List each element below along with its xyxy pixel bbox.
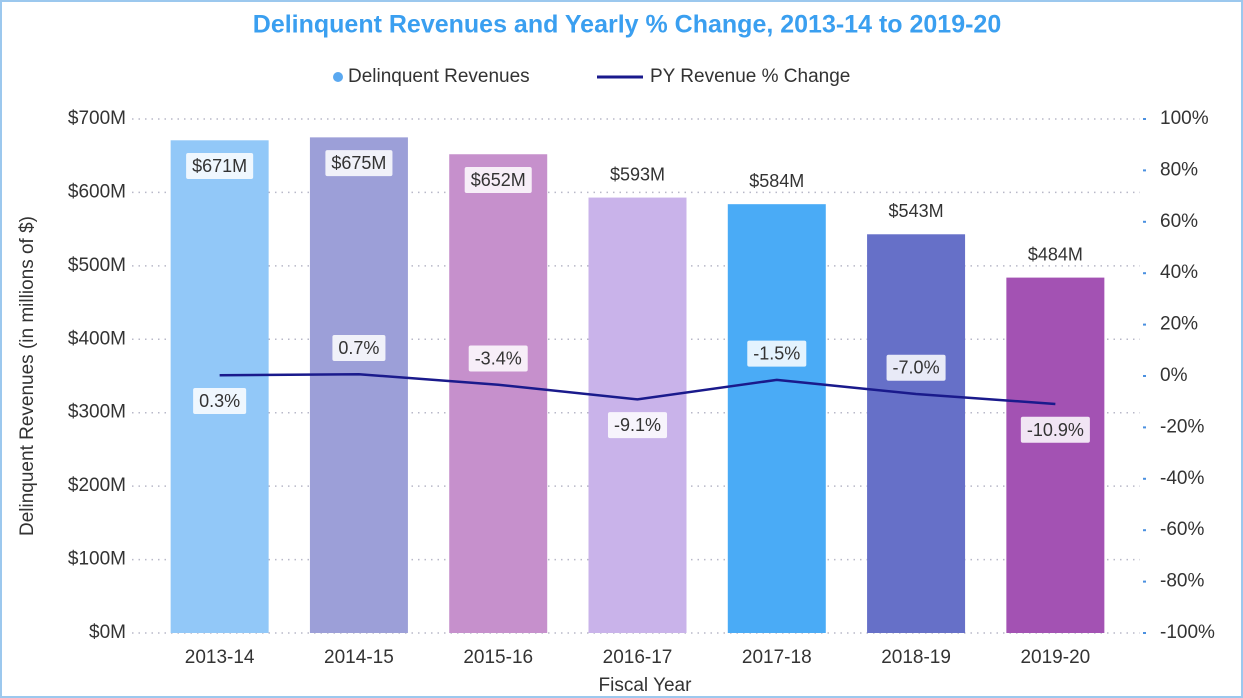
bar xyxy=(449,154,548,633)
x-tick-label: 2016-17 xyxy=(603,647,673,668)
y-tick-label: $300M xyxy=(68,402,126,423)
bar xyxy=(727,204,826,634)
x-tick-label: 2017-18 xyxy=(742,647,812,668)
legend-label: PY Revenue % Change xyxy=(650,66,850,87)
y-tick-label: $500M xyxy=(68,255,126,276)
y-axis-title: Delinquent Revenues (in millions of $) xyxy=(17,216,38,536)
line-label: -1.5% xyxy=(753,344,800,364)
bar xyxy=(309,137,408,633)
line-label-bg xyxy=(332,334,386,361)
line-label-bg xyxy=(1020,416,1090,443)
y2-tick-label: -80% xyxy=(1160,571,1204,592)
line-label-bg xyxy=(193,387,247,414)
line-label: -3.4% xyxy=(475,348,522,368)
y2-tick-label: -20% xyxy=(1160,416,1204,437)
bar-label: $675M xyxy=(331,153,386,173)
line-label: -9.1% xyxy=(614,415,661,435)
bar-label-bg xyxy=(186,153,254,180)
line-label: 0.7% xyxy=(338,338,379,358)
bar xyxy=(170,140,269,633)
bar-label-bg xyxy=(464,166,532,193)
bar-label: $584M xyxy=(749,171,804,191)
line-label-bg xyxy=(747,340,807,367)
line xyxy=(219,372,1056,406)
x-tick-label: 2015-16 xyxy=(463,647,533,668)
chart-title: Delinquent Revenues and Yearly % Change,… xyxy=(253,11,1001,39)
bar xyxy=(1006,277,1105,633)
y-tick-label: $100M xyxy=(68,549,126,570)
y2-tick-label: -40% xyxy=(1160,468,1204,489)
y2-tick-label: 0% xyxy=(1160,365,1188,386)
y2-tick-label: -60% xyxy=(1160,519,1204,540)
y-tick-label: $0M xyxy=(89,622,126,643)
legend-label: Delinquent Revenues xyxy=(348,66,530,87)
x-tick-label: 2019-20 xyxy=(1020,647,1090,668)
line-label: -10.9% xyxy=(1027,420,1084,440)
x-tick-label: 2013-14 xyxy=(185,647,255,668)
y-tick-label: $400M xyxy=(68,328,126,349)
bar xyxy=(867,234,966,634)
x-axis-title: Fiscal Year xyxy=(599,675,693,696)
line-label: -7.0% xyxy=(893,358,940,378)
bar-label: $543M xyxy=(889,201,944,221)
bar-label-bg xyxy=(325,150,393,177)
x-tick-label: 2018-19 xyxy=(881,647,951,668)
bar-label: $593M xyxy=(610,164,665,184)
y2-tick-label: -100% xyxy=(1160,622,1215,643)
y-tick-label: $200M xyxy=(68,475,126,496)
line-label-bg xyxy=(607,412,668,439)
y2-tick-label: 20% xyxy=(1160,314,1198,335)
x-tick-label: 2014-15 xyxy=(324,647,394,668)
y-tick-label: $700M xyxy=(68,108,126,129)
y2-tick-label: 80% xyxy=(1160,159,1198,180)
y2-tick-label: 40% xyxy=(1160,262,1198,283)
line-label: 0.3% xyxy=(199,391,240,411)
y2-tick-label: 60% xyxy=(1160,211,1198,232)
y-tick-label: $600M xyxy=(68,181,126,202)
bar-label: $484M xyxy=(1028,244,1083,264)
legend-marker xyxy=(333,72,343,82)
bar-label: $652M xyxy=(471,170,526,190)
y2-tick-label: 100% xyxy=(1160,108,1209,129)
line-label-bg xyxy=(468,345,528,372)
bar-label: $671M xyxy=(192,156,247,176)
line-label-bg xyxy=(886,354,946,381)
